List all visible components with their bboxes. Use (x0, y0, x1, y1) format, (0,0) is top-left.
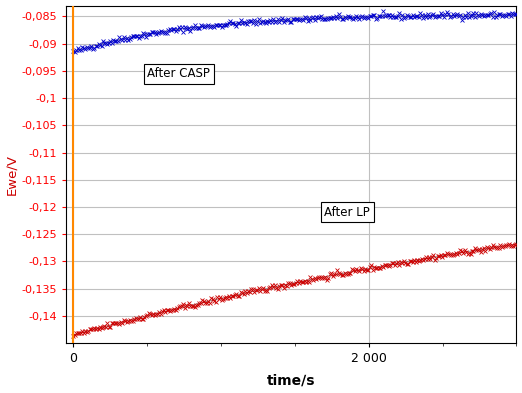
Y-axis label: Ewe∕V: Ewe∕V (6, 154, 19, 195)
X-axis label: time∕s: time∕s (267, 373, 315, 387)
Text: After CASP: After CASP (147, 67, 210, 80)
Text: After LP: After LP (325, 206, 370, 219)
